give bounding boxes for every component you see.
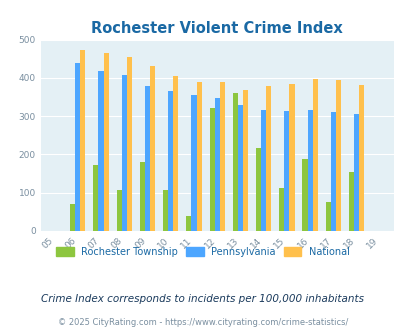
Text: © 2025 CityRating.com - https://www.cityrating.com/crime-statistics/: © 2025 CityRating.com - https://www.city… [58, 318, 347, 327]
Bar [191, 95, 196, 231]
Bar [196, 82, 201, 231]
Bar [348, 172, 353, 231]
Bar [232, 93, 237, 231]
Bar [289, 84, 294, 231]
Bar [103, 52, 109, 231]
Bar [243, 90, 247, 231]
Legend: Rochester Township, Pennsylvania, National: Rochester Township, Pennsylvania, Nation… [52, 243, 353, 261]
Bar [284, 111, 289, 231]
Bar [307, 111, 312, 231]
Bar [358, 85, 363, 231]
Text: Crime Index corresponds to incidents per 100,000 inhabitants: Crime Index corresponds to incidents per… [41, 294, 364, 304]
Bar [122, 75, 126, 231]
Bar [75, 63, 80, 231]
Bar [93, 165, 98, 231]
Bar [260, 110, 266, 231]
Bar [126, 57, 132, 231]
Bar [186, 216, 191, 231]
Bar [312, 79, 317, 231]
Bar [173, 76, 178, 231]
Bar [163, 190, 168, 231]
Bar [150, 66, 155, 231]
Bar [98, 71, 103, 231]
Bar [168, 91, 173, 231]
Bar [139, 162, 145, 231]
Bar [353, 114, 358, 231]
Title: Rochester Violent Crime Index: Rochester Violent Crime Index [91, 21, 342, 36]
Bar [219, 82, 224, 231]
Bar [116, 190, 121, 231]
Bar [325, 202, 330, 231]
Bar [266, 86, 271, 231]
Bar [237, 106, 243, 231]
Bar [214, 98, 219, 231]
Bar [80, 50, 85, 231]
Bar [335, 80, 340, 231]
Bar [209, 108, 214, 231]
Bar [302, 159, 307, 231]
Bar [145, 85, 150, 231]
Bar [70, 204, 75, 231]
Bar [256, 148, 260, 231]
Bar [279, 188, 284, 231]
Bar [330, 112, 335, 231]
